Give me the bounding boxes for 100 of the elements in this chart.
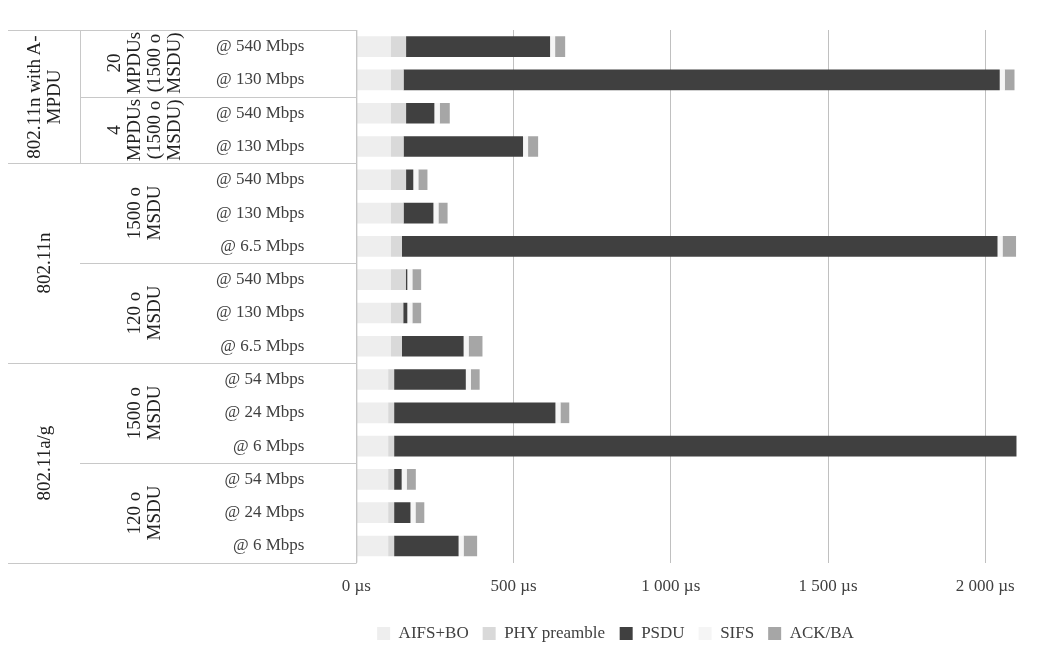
y-tick-label: @ 540 Mbps [216,169,305,189]
x-tick-label: 0 µs [341,576,371,596]
bar [999,69,1005,91]
bar [560,402,570,424]
y-tick-label: @ 540 Mbps [216,269,305,289]
bar [394,535,459,557]
y-tick-label: @ 54 Mbps [224,468,305,488]
bar [403,202,434,224]
bar [410,502,416,523]
bar [390,136,404,157]
bar [390,69,404,91]
y-tick-label: @ 130 Mbps [216,302,305,322]
bar [555,36,566,57]
bar [394,435,1017,457]
bar [356,236,391,257]
text: 20 MPDUs (1500 o MSDU) [102,31,185,97]
bar [439,102,450,124]
bar [406,36,551,57]
bar [465,369,471,390]
bar [412,302,422,324]
y-tick-label: @ 54 Mbps [224,368,305,388]
bar [406,102,435,124]
y-tick-label: @ 130 Mbps [216,202,305,222]
bar [388,469,395,490]
y-tick-label: @ 6 Mbps [233,535,305,555]
bar [401,236,998,257]
bar [468,335,483,357]
bar [356,269,391,290]
bar [356,335,391,357]
y-tick-label: @ 540 Mbps [216,36,305,56]
bar [356,535,389,557]
y-tick-label: @ 6.5 Mbps [220,235,305,255]
bar [356,102,391,124]
x-tick-label: 1 000 µs [641,576,701,596]
bar [555,402,561,424]
bar [434,102,440,124]
y-tick-label: @ 6 Mbps [233,435,305,455]
bar [394,402,556,424]
y-tick-label: @ 130 Mbps [216,69,305,89]
bar [356,202,391,224]
bar [403,69,1000,91]
bar [390,202,404,224]
y-tick-label: @ 24 Mbps [224,402,305,422]
bar [463,535,478,557]
bar [528,136,539,157]
text: 802.11n [32,231,55,296]
bar [433,202,439,224]
bar [1004,69,1015,91]
bar [394,502,411,523]
x-tick-label: 1 500 µs [798,576,858,596]
bar [1002,236,1017,257]
text: 120 o MSDU [122,484,165,543]
bar [356,369,389,390]
text: 802.11a/g [32,424,55,503]
bar [388,535,395,557]
bar [356,302,391,324]
y-tick-label: @ 540 Mbps [216,102,305,122]
legend-label: PSDU [641,622,685,642]
bar [388,402,395,424]
bar [356,69,391,91]
bar [470,369,480,390]
bar [407,302,413,324]
x-tick-label: 500 µs [490,576,537,596]
bar [356,402,389,424]
bar [401,335,464,357]
bar [388,369,395,390]
legend-label: SIFS [720,622,755,642]
bar [390,36,407,57]
bar [390,102,407,124]
bar [401,469,407,490]
text: 1500 o MSDU [122,384,165,443]
bar [390,335,402,357]
bar [388,502,395,523]
x-tick-label: 2 000 µs [955,576,1015,596]
text: 4 MPDUs (1500 o MSDU) [102,97,185,163]
bar [394,469,402,490]
bar [390,269,406,290]
text: 120 o MSDU [122,284,165,343]
bar [356,435,389,457]
bar [412,269,422,290]
y-tick-label: @ 24 Mbps [224,502,305,522]
text: 1500 o MSDU [122,184,165,243]
bar [418,169,428,191]
bar [523,136,529,157]
bar [388,435,395,457]
legend-label: AIFS+BO [398,622,469,642]
y-tick-label: @ 6.5 Mbps [220,335,305,355]
legend-label: PHY preamble [504,622,606,642]
bar [406,169,414,191]
bar [438,202,448,224]
legend-label: ACK/BA [789,622,855,642]
bar [390,302,404,324]
bar [356,469,389,490]
bar [406,469,416,490]
bar [356,169,391,191]
bar [463,335,469,357]
bar [390,236,402,257]
bar [413,169,419,191]
bar [394,369,466,390]
bar [356,36,391,57]
